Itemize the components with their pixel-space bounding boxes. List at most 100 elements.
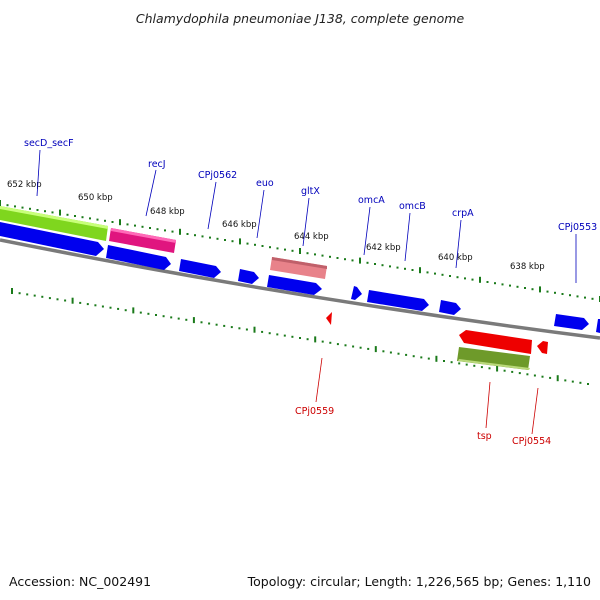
- lower-ruler-tick: [329, 341, 332, 344]
- gene-label-CPj0559[interactable]: CPj0559: [295, 406, 334, 417]
- upper-ruler-tick: [111, 221, 114, 223]
- upper-ruler-tick: [464, 277, 466, 280]
- gene-label-CPj0562[interactable]: CPj0562: [198, 170, 237, 181]
- gene-label-recJ[interactable]: recJ: [148, 159, 166, 170]
- lower-ruler-tick: [26, 293, 29, 296]
- cds-arrow-9: [554, 314, 589, 330]
- upper-ruler-tick: [59, 209, 61, 216]
- gene-bar-recJ: [109, 228, 176, 253]
- upper-ruler-tick: [516, 285, 519, 288]
- lower-ruler-tick: [132, 307, 135, 314]
- upper-ruler-tick: [134, 224, 136, 227]
- upper-ruler-tick: [261, 245, 264, 247]
- lower-ruler-tick: [192, 317, 195, 324]
- lower-ruler-tick: [253, 326, 256, 333]
- position-tick-label: 650 kbp: [78, 193, 113, 203]
- upper-ruler-tick: [336, 257, 339, 259]
- lower-ruler-tick: [18, 292, 21, 295]
- upper-ruler-tick: [561, 293, 564, 295]
- lower-ruler-tick: [518, 372, 521, 375]
- upper-ruler-tick: [201, 235, 204, 238]
- leader-line-CPj0559: [315, 357, 323, 403]
- upper-ruler-tick: [81, 216, 84, 219]
- gene-bar-recJ-highlight: [111, 228, 176, 243]
- gene-label-secD_secF[interactable]: secD_secF: [24, 138, 74, 149]
- lower-ruler-tick: [420, 356, 423, 359]
- upper-ruler-tick: [321, 254, 324, 257]
- upper-ruler-tick: [164, 229, 166, 232]
- lower-ruler-tick: [177, 317, 180, 320]
- upper-ruler-tick: [186, 233, 189, 235]
- accession-text: Accession: NC_002491: [9, 574, 151, 589]
- lower-ruler-tick: [389, 351, 392, 354]
- upper-ruler-tick: [231, 240, 234, 243]
- lower-ruler-tick: [155, 314, 157, 316]
- upper-ruler-tick: [486, 281, 489, 283]
- upper-ruler-tick: [381, 264, 384, 267]
- lower-ruler-tick: [117, 307, 120, 310]
- lower-ruler-tick: [276, 333, 279, 336]
- upper-ruler-tick: [306, 252, 309, 255]
- upper-ruler-tick: [479, 276, 481, 283]
- upper-ruler-tick: [254, 243, 256, 246]
- cds-arrow-5: [267, 275, 322, 295]
- gene-label-omcB[interactable]: omcB: [399, 201, 426, 212]
- upper-ruler-tick: [591, 297, 594, 300]
- lower-ruler-tick: [200, 321, 203, 324]
- lower-ruler-tick: [473, 364, 476, 367]
- upper-ruler-tick: [456, 276, 459, 279]
- upper-ruler-tick: [426, 271, 429, 274]
- gene-bar-gltX: [270, 257, 327, 279]
- upper-ruler-tick: [531, 288, 534, 291]
- leader-line-CPj0562: [207, 181, 217, 230]
- upper-ruler-tick: [14, 205, 16, 208]
- upper-ruler-tick: [546, 290, 549, 293]
- upper-ruler-tick: [509, 284, 511, 287]
- upper-ruler-tick: [389, 265, 391, 268]
- lower-ruler-tick: [503, 369, 506, 372]
- gene-label-omcA[interactable]: omcA: [358, 195, 385, 206]
- upper-ruler-tick: [21, 206, 24, 209]
- gene-label-tsp[interactable]: tsp: [477, 431, 492, 442]
- position-tick-label: 644 kbp: [294, 232, 329, 242]
- upper-ruler-tick: [494, 282, 496, 285]
- leader-line-secD_secF: [36, 149, 41, 197]
- upper-ruler-tick: [141, 225, 144, 228]
- lower-ruler-tick: [511, 370, 514, 373]
- lower-ruler-tick: [458, 362, 461, 365]
- position-rulers: [0, 200, 600, 385]
- lower-ruler-tick: [480, 366, 483, 369]
- gene-label-gltX[interactable]: gltX: [301, 186, 320, 197]
- upper-ruler-tick: [224, 239, 226, 241]
- gene-label-CPj0553[interactable]: CPj0553: [558, 222, 597, 233]
- leader-line-tsp: [485, 381, 491, 429]
- leader-line-crpA: [455, 219, 462, 269]
- upper-ruler-tick: [554, 291, 556, 294]
- gene-label-CPj0554[interactable]: CPj0554: [512, 436, 551, 447]
- lower-ruler-tick: [435, 355, 438, 362]
- upper-ruler-tick: [96, 218, 99, 221]
- lower-ruler-tick: [215, 323, 218, 326]
- upper-ruler-tick: [441, 273, 444, 276]
- leader-line-CPj0554: [531, 387, 539, 435]
- leader-line-recJ: [145, 169, 157, 217]
- cds-arrow-10: [596, 319, 600, 333]
- lower-ruler-tick: [306, 338, 309, 341]
- position-tick-label: 648 kbp: [150, 207, 185, 217]
- upper-ruler-tick: [29, 207, 31, 210]
- cds-arrow-1: [0, 222, 104, 256]
- gene-label-euo[interactable]: euo: [256, 178, 274, 189]
- cds-arrow-6: [351, 286, 362, 300]
- lower-ruler-tick: [488, 367, 491, 370]
- lower-ruler-tick: [571, 380, 574, 383]
- lower-ruler-tick: [579, 381, 582, 384]
- upper-ruler-tick: [209, 236, 211, 239]
- upper-ruler-tick: [36, 209, 39, 211]
- lower-ruler-tick: [101, 305, 104, 308]
- lower-ruler-tick: [139, 311, 142, 314]
- lower-ruler-tick: [321, 340, 324, 343]
- upper-ruler-tick: [51, 211, 54, 214]
- gene-label-crpA[interactable]: crpA: [452, 208, 474, 219]
- upper-ruler-tick: [539, 286, 541, 293]
- lower-ruler-tick: [33, 294, 36, 297]
